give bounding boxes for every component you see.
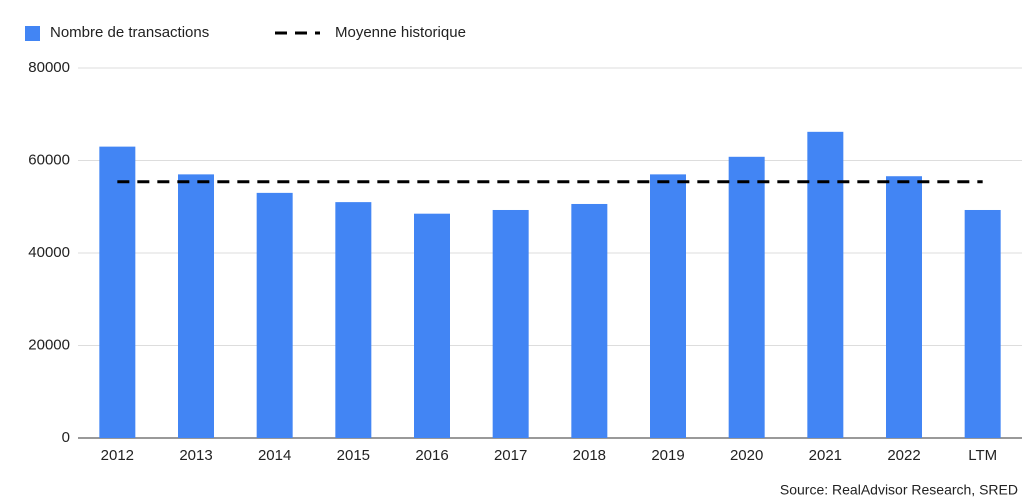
bar — [99, 146, 136, 438]
y-tick-label: 0 — [62, 429, 70, 446]
x-tick-label: 2018 — [573, 447, 606, 464]
bar — [492, 209, 529, 438]
legend-label: Moyenne historique — [335, 24, 466, 41]
bar — [728, 156, 765, 439]
legend-swatch — [25, 26, 40, 41]
x-tick-label: 2021 — [809, 447, 842, 464]
legend-label: Nombre de transactions — [50, 24, 209, 41]
x-tick-label: 2019 — [651, 447, 684, 464]
y-tick-label: 60000 — [28, 151, 70, 168]
x-tick-label: 2020 — [730, 447, 763, 464]
x-tick-label: 2016 — [415, 447, 448, 464]
y-tick-label: 40000 — [28, 244, 70, 261]
bar — [886, 176, 922, 438]
x-tick-label: 2014 — [258, 447, 291, 464]
bar — [571, 203, 608, 438]
x-tick-label: 2012 — [101, 447, 134, 464]
x-tick-label: 2017 — [494, 447, 527, 464]
x-tick-label: LTM — [968, 447, 997, 464]
x-tick-label: 2015 — [337, 447, 370, 464]
bar — [256, 192, 293, 438]
bar — [414, 213, 450, 438]
bar — [650, 174, 686, 438]
bar — [178, 174, 214, 438]
bar — [964, 209, 1001, 438]
x-tick-label: 2013 — [179, 447, 212, 464]
y-tick-label: 20000 — [28, 336, 70, 353]
y-tick-label: 80000 — [28, 59, 70, 76]
x-tick-label: 2022 — [887, 447, 920, 464]
bar — [335, 202, 372, 438]
bar — [807, 131, 844, 438]
source: Source: RealAdvisor Research, SRED — [780, 482, 1018, 498]
